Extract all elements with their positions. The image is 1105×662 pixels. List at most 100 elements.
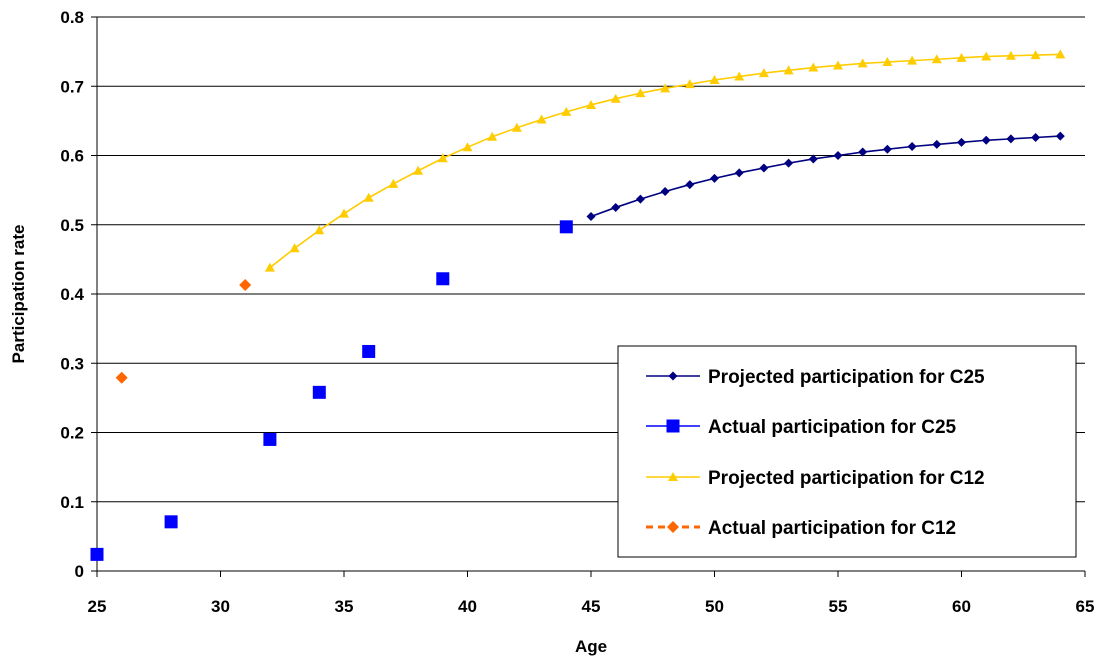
data-point [734,71,745,81]
legend-item: Actual participation for C12 [646,518,956,539]
y-tick-label: 0.4 [60,285,84,304]
y-tick-label: 0 [75,562,84,581]
legend: Projected participation for C25 Actual pa… [617,345,1077,558]
data-point [437,153,448,163]
data-point [462,142,473,152]
x-axis-title: Age [575,637,607,656]
data-point [758,68,769,78]
x-tick-label: 50 [705,597,724,616]
data-point [660,83,671,93]
legend-marker [666,419,680,433]
data-point [956,52,967,62]
data-point [660,187,670,197]
legend-marker [668,472,678,481]
data-point [362,344,376,358]
data-point [388,178,399,188]
series-0 [586,131,1065,221]
legend-item: Actual participation for C25 [646,417,957,438]
data-point [436,272,450,286]
x-tick-label: 30 [211,597,230,616]
data-point [784,158,794,168]
data-point [561,106,572,116]
legend-label: Actual participation for C25 [708,417,957,438]
data-point [586,99,596,109]
data-point [487,131,498,141]
y-tick-label: 0.5 [60,216,84,235]
data-point [882,57,893,67]
data-point [833,60,843,70]
data-point [559,220,573,234]
x-tick-label: 55 [829,597,848,616]
data-point [263,432,277,446]
series-2 [264,49,1066,272]
tick-labels: 0 0.1 0.2 0.3 0.4 0.5 0.6 0.7 0.8 25 30 35 40 45 50 55 6… [60,8,1094,616]
data-point [536,114,547,124]
data-point [981,135,991,145]
data-point [339,208,349,218]
data-point [511,122,522,132]
data-point [635,194,645,204]
y-axis-title: Participation rate [9,225,28,364]
data-point [882,144,892,154]
data-point [413,165,424,175]
data-point [115,371,128,384]
data-point [734,168,744,178]
data-point [931,54,942,64]
series-1 [90,220,573,561]
y-tick-label: 0.2 [60,424,84,443]
legend-label: Projected participation for C12 [708,468,985,489]
data-point [957,137,966,147]
gridlines [97,16,1085,503]
data-point [312,385,326,399]
legend-label: Projected participation for C25 [708,367,985,388]
data-point [833,151,843,160]
data-point [1006,134,1016,144]
data-point [1031,132,1041,142]
data-point [759,163,769,173]
data-point [164,515,178,529]
series-3 [115,278,252,384]
data-point [611,202,621,212]
data-point [1005,50,1016,60]
data-point [710,173,719,183]
data-point [1030,50,1041,60]
data-point [808,154,818,164]
x-tick-label: 35 [335,597,354,616]
data-point [709,75,720,85]
x-tick-label: 25 [88,597,107,616]
data-point [264,262,275,272]
data-point [907,55,918,65]
legend-box [617,345,1077,558]
data-point [783,65,794,75]
data-point [635,88,646,98]
data-point [239,278,252,291]
y-tick-label: 0.1 [60,493,84,512]
data-series [90,49,1066,561]
y-tick-label: 0.6 [60,147,84,166]
data-point [289,243,300,253]
data-point [314,225,325,235]
data-point [1055,131,1065,141]
data-point [363,192,374,202]
axes [91,16,1086,577]
data-point [1055,49,1066,59]
data-point [610,93,621,103]
data-point [684,79,695,89]
y-tick-label: 0.8 [60,8,84,27]
data-point [981,51,992,61]
data-point [858,147,868,157]
y-tick-label: 0.7 [60,77,84,96]
data-point [685,180,695,190]
legend-marker [667,521,679,533]
data-point [90,547,104,561]
data-point [808,62,819,72]
x-tick-label: 40 [458,597,477,616]
legend-marker [668,371,678,381]
data-point [907,141,917,151]
data-point [932,139,942,149]
legend-item: Projected participation for C12 [646,468,985,489]
y-tick-label: 0.3 [60,354,84,373]
